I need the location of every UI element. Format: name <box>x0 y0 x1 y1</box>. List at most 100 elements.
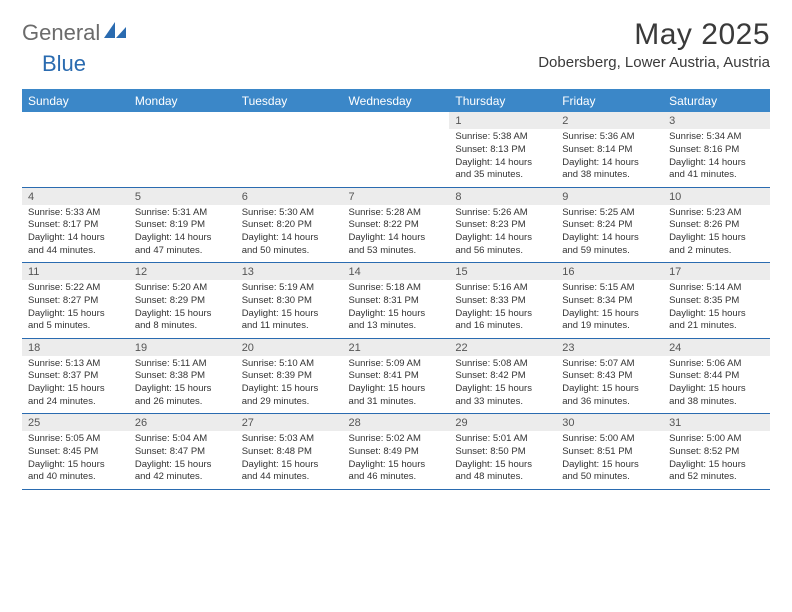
day-detail-cell: Sunrise: 5:31 AMSunset: 8:19 PMDaylight:… <box>129 205 236 263</box>
sunset-text: Sunset: 8:35 PM <box>669 295 764 308</box>
day-number-cell: 26 <box>129 414 236 432</box>
sunset-text: Sunset: 8:48 PM <box>242 446 337 459</box>
day-detail-cell: Sunrise: 5:23 AMSunset: 8:26 PMDaylight:… <box>663 205 770 263</box>
sunset-text: Sunset: 8:23 PM <box>455 219 550 232</box>
sunset-text: Sunset: 8:34 PM <box>562 295 657 308</box>
day-detail-cell: Sunrise: 5:30 AMSunset: 8:20 PMDaylight:… <box>236 205 343 263</box>
day-detail-cell: Sunrise: 5:36 AMSunset: 8:14 PMDaylight:… <box>556 129 663 187</box>
sunrise-text: Sunrise: 5:07 AM <box>562 358 657 371</box>
sunrise-text: Sunrise: 5:31 AM <box>135 207 230 220</box>
daylight-text: Daylight: 15 hours and 13 minutes. <box>349 308 444 334</box>
sunrise-text: Sunrise: 5:14 AM <box>669 282 764 295</box>
day-detail-cell: Sunrise: 5:25 AMSunset: 8:24 PMDaylight:… <box>556 205 663 263</box>
sunrise-text: Sunrise: 5:20 AM <box>135 282 230 295</box>
day-number-row: 18192021222324 <box>22 338 770 356</box>
daylight-text: Daylight: 15 hours and 31 minutes. <box>349 383 444 409</box>
sunrise-text: Sunrise: 5:09 AM <box>349 358 444 371</box>
day-detail-cell: Sunrise: 5:26 AMSunset: 8:23 PMDaylight:… <box>449 205 556 263</box>
logo-text-blue: Blue <box>42 51 86 76</box>
daylight-text: Daylight: 14 hours and 35 minutes. <box>455 157 550 183</box>
day-number-cell: 6 <box>236 187 343 205</box>
day-number-cell: 11 <box>22 263 129 281</box>
day-number-cell: 19 <box>129 338 236 356</box>
sunrise-text: Sunrise: 5:18 AM <box>349 282 444 295</box>
day-detail-row: Sunrise: 5:05 AMSunset: 8:45 PMDaylight:… <box>22 431 770 489</box>
daylight-text: Daylight: 14 hours and 56 minutes. <box>455 232 550 258</box>
weekday-saturday: Saturday <box>663 90 770 113</box>
day-detail-cell: Sunrise: 5:15 AMSunset: 8:34 PMDaylight:… <box>556 280 663 338</box>
day-detail-cell: Sunrise: 5:02 AMSunset: 8:49 PMDaylight:… <box>343 431 450 489</box>
day-detail-cell <box>236 129 343 187</box>
sunrise-text: Sunrise: 5:01 AM <box>455 433 550 446</box>
day-number-cell: 31 <box>663 414 770 432</box>
daylight-text: Daylight: 15 hours and 46 minutes. <box>349 459 444 485</box>
day-number-cell: 2 <box>556 112 663 129</box>
day-number-cell: 30 <box>556 414 663 432</box>
daylight-text: Daylight: 14 hours and 41 minutes. <box>669 157 764 183</box>
weekday-sunday: Sunday <box>22 90 129 113</box>
daylight-text: Daylight: 14 hours and 47 minutes. <box>135 232 230 258</box>
daylight-text: Daylight: 15 hours and 19 minutes. <box>562 308 657 334</box>
calendar-table: Sunday Monday Tuesday Wednesday Thursday… <box>22 89 770 490</box>
month-year-title: May 2025 <box>538 18 770 52</box>
daylight-text: Daylight: 15 hours and 24 minutes. <box>28 383 123 409</box>
daylight-text: Daylight: 14 hours and 50 minutes. <box>242 232 337 258</box>
daylight-text: Daylight: 15 hours and 5 minutes. <box>28 308 123 334</box>
day-number-cell: 10 <box>663 187 770 205</box>
daylight-text: Daylight: 15 hours and 36 minutes. <box>562 383 657 409</box>
sunrise-text: Sunrise: 5:03 AM <box>242 433 337 446</box>
sunset-text: Sunset: 8:42 PM <box>455 370 550 383</box>
day-detail-cell: Sunrise: 5:11 AMSunset: 8:38 PMDaylight:… <box>129 356 236 414</box>
sunset-text: Sunset: 8:22 PM <box>349 219 444 232</box>
day-number-cell: 21 <box>343 338 450 356</box>
sunrise-text: Sunrise: 5:38 AM <box>455 131 550 144</box>
day-number-cell: 24 <box>663 338 770 356</box>
sunrise-text: Sunrise: 5:15 AM <box>562 282 657 295</box>
day-number-cell: 20 <box>236 338 343 356</box>
sunset-text: Sunset: 8:49 PM <box>349 446 444 459</box>
weekday-wednesday: Wednesday <box>343 90 450 113</box>
sunrise-text: Sunrise: 5:11 AM <box>135 358 230 371</box>
daylight-text: Daylight: 15 hours and 48 minutes. <box>455 459 550 485</box>
sunset-text: Sunset: 8:17 PM <box>28 219 123 232</box>
day-detail-cell: Sunrise: 5:06 AMSunset: 8:44 PMDaylight:… <box>663 356 770 414</box>
day-detail-cell: Sunrise: 5:08 AMSunset: 8:42 PMDaylight:… <box>449 356 556 414</box>
day-number-cell <box>236 112 343 129</box>
day-detail-cell: Sunrise: 5:20 AMSunset: 8:29 PMDaylight:… <box>129 280 236 338</box>
daylight-text: Daylight: 15 hours and 21 minutes. <box>669 308 764 334</box>
daylight-text: Daylight: 15 hours and 38 minutes. <box>669 383 764 409</box>
sunset-text: Sunset: 8:29 PM <box>135 295 230 308</box>
day-number-row: 45678910 <box>22 187 770 205</box>
sunset-text: Sunset: 8:30 PM <box>242 295 337 308</box>
day-number-cell: 13 <box>236 263 343 281</box>
daylight-text: Daylight: 15 hours and 26 minutes. <box>135 383 230 409</box>
sunset-text: Sunset: 8:44 PM <box>669 370 764 383</box>
sunrise-text: Sunrise: 5:08 AM <box>455 358 550 371</box>
day-number-cell: 5 <box>129 187 236 205</box>
weekday-tuesday: Tuesday <box>236 90 343 113</box>
sunset-text: Sunset: 8:26 PM <box>669 219 764 232</box>
day-number-cell: 18 <box>22 338 129 356</box>
sunrise-text: Sunrise: 5:23 AM <box>669 207 764 220</box>
sunrise-text: Sunrise: 5:33 AM <box>28 207 123 220</box>
sunset-text: Sunset: 8:50 PM <box>455 446 550 459</box>
sunrise-text: Sunrise: 5:26 AM <box>455 207 550 220</box>
sunrise-text: Sunrise: 5:28 AM <box>349 207 444 220</box>
day-number-cell: 23 <box>556 338 663 356</box>
calendar-body: 123Sunrise: 5:38 AMSunset: 8:13 PMDaylig… <box>22 112 770 489</box>
daylight-text: Daylight: 15 hours and 8 minutes. <box>135 308 230 334</box>
sunset-text: Sunset: 8:52 PM <box>669 446 764 459</box>
day-detail-cell <box>22 129 129 187</box>
sunset-text: Sunset: 8:41 PM <box>349 370 444 383</box>
sunset-text: Sunset: 8:27 PM <box>28 295 123 308</box>
day-detail-cell: Sunrise: 5:18 AMSunset: 8:31 PMDaylight:… <box>343 280 450 338</box>
day-detail-cell: Sunrise: 5:07 AMSunset: 8:43 PMDaylight:… <box>556 356 663 414</box>
daylight-text: Daylight: 14 hours and 44 minutes. <box>28 232 123 258</box>
sunrise-text: Sunrise: 5:00 AM <box>669 433 764 446</box>
sunset-text: Sunset: 8:24 PM <box>562 219 657 232</box>
day-number-cell: 9 <box>556 187 663 205</box>
day-number-cell: 4 <box>22 187 129 205</box>
day-number-cell <box>343 112 450 129</box>
daylight-text: Daylight: 15 hours and 50 minutes. <box>562 459 657 485</box>
day-detail-cell: Sunrise: 5:04 AMSunset: 8:47 PMDaylight:… <box>129 431 236 489</box>
